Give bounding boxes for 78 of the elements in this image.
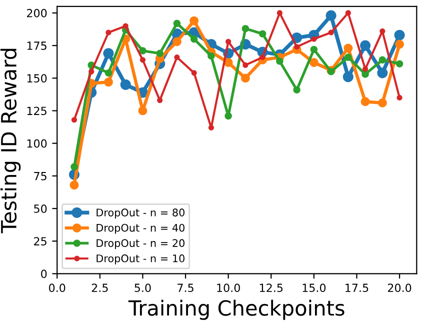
- point: [103, 48, 114, 59]
- x-tick-label: 5.0: [134, 284, 151, 292]
- point: [104, 69, 112, 77]
- point: [276, 58, 284, 65]
- point: [396, 94, 402, 100]
- point: [258, 30, 266, 38]
- point: [327, 68, 335, 76]
- legend-label: DropOut - n = 80: [96, 208, 184, 218]
- point: [395, 40, 404, 49]
- x-tick-label: 2.5: [92, 284, 108, 292]
- point: [208, 52, 215, 60]
- point: [344, 44, 353, 53]
- point: [311, 36, 317, 42]
- y-tick-label: 0: [41, 270, 47, 278]
- point: [362, 66, 368, 72]
- y-tick-label: 150: [27, 74, 47, 83]
- point: [394, 30, 405, 40]
- point: [344, 54, 352, 61]
- x-tick-label: 12.5: [260, 284, 283, 292]
- point: [224, 112, 232, 120]
- point: [378, 98, 387, 108]
- y-axis-title: Testing ID Reward: [0, 48, 21, 234]
- point: [71, 117, 78, 123]
- point: [360, 97, 370, 106]
- point: [120, 79, 131, 90]
- point: [328, 30, 334, 36]
- x-tick-label: 7.5: [178, 284, 194, 292]
- point: [190, 16, 199, 26]
- point: [260, 54, 266, 60]
- point: [174, 54, 180, 60]
- point: [240, 74, 250, 83]
- point: [140, 57, 146, 63]
- y-tick-label: 50: [34, 204, 47, 213]
- x-tick-label: 10.0: [217, 284, 240, 292]
- x-tick-label: 20.0: [388, 284, 412, 292]
- point: [226, 38, 232, 44]
- point: [242, 24, 250, 32]
- x-tick-label: 15.0: [302, 284, 326, 292]
- point: [104, 78, 113, 86]
- point: [326, 10, 336, 21]
- y-tick-label: 75: [34, 172, 46, 180]
- point: [293, 86, 300, 94]
- point: [190, 35, 198, 43]
- point: [191, 70, 197, 76]
- point: [70, 163, 78, 170]
- point: [139, 47, 146, 54]
- point: [242, 62, 248, 68]
- legend-label: DropOut - n = 20: [96, 239, 184, 250]
- y-tick-label: 200: [26, 8, 47, 18]
- y-tick-label: 25: [34, 237, 46, 246]
- point: [173, 20, 181, 27]
- point: [138, 106, 148, 116]
- point: [70, 180, 79, 190]
- y-tick-label: 100: [27, 139, 47, 148]
- point: [342, 72, 354, 82]
- point: [345, 10, 351, 16]
- y-tick-label: 175: [27, 42, 46, 50]
- x-tick-label: 17.5: [346, 284, 368, 292]
- point: [157, 98, 163, 104]
- x-axis-title: Training Checkpoints: [128, 300, 344, 320]
- point: [380, 28, 386, 34]
- point: [106, 30, 112, 36]
- point: [156, 50, 164, 57]
- point: [309, 58, 318, 67]
- point: [122, 23, 128, 29]
- legend-label: DropOut - n = 10: [96, 254, 184, 264]
- x-tick-label: 0.0: [49, 284, 66, 292]
- point: [377, 68, 388, 78]
- point: [378, 56, 386, 64]
- y-tick-label: 125: [27, 106, 46, 116]
- point: [276, 10, 282, 16]
- point: [396, 60, 404, 68]
- legend-label: DropOut - n = 40: [96, 224, 184, 234]
- point: [172, 37, 182, 46]
- point: [208, 124, 214, 130]
- point: [310, 46, 318, 54]
- point: [88, 68, 94, 74]
- point: [360, 40, 371, 51]
